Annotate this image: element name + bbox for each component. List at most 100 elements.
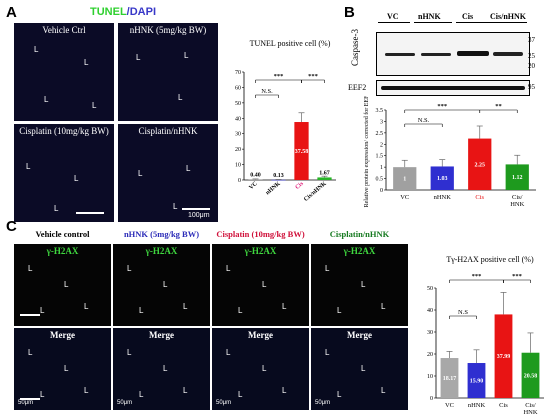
- micrograph-vehicle-ctrl: Vehicle Ctrl L L L L: [14, 23, 114, 121]
- lane-bracket: [378, 22, 410, 23]
- eef2-blot: [376, 80, 530, 96]
- stain-label: γ-H2AX: [145, 246, 178, 256]
- data-label: 20.58: [524, 373, 538, 379]
- scale-bar-label: 50μm: [315, 400, 331, 406]
- y-tick-label: 3: [380, 119, 383, 125]
- blot-band: [381, 86, 525, 90]
- y-tick-label: 10: [427, 374, 433, 380]
- lumen-mark: L: [163, 364, 168, 373]
- lumen-mark: L: [325, 348, 330, 357]
- lane-label-cis-nhnk: Cis/nHNK: [490, 12, 527, 21]
- lumen-mark: L: [183, 302, 188, 311]
- blot-band: [385, 53, 415, 56]
- bar-cis: [494, 314, 513, 398]
- lumen-mark: L: [34, 45, 39, 54]
- data-label: 2.25: [475, 162, 486, 168]
- category-label: Cis/nHNK: [303, 181, 328, 203]
- lumen-mark: L: [337, 390, 342, 399]
- lane-bracket: [414, 22, 452, 23]
- panel-label-c: C: [6, 218, 17, 235]
- lumen-mark: L: [282, 386, 287, 395]
- data-label: 37.58: [295, 149, 309, 155]
- significance-label: **: [495, 103, 502, 110]
- y-tick-label: 60: [235, 85, 241, 91]
- category-label: Cis/: [525, 402, 536, 409]
- scale-bar-label: 50μm: [117, 400, 133, 406]
- bar-cis-nhnk: [317, 177, 332, 180]
- lumen-mark: L: [163, 280, 168, 289]
- lumen-mark: L: [183, 386, 188, 395]
- category-label: Cis: [499, 402, 508, 409]
- title-separator: /: [126, 6, 130, 18]
- lumen-mark: L: [84, 386, 89, 395]
- lane-label-vc: VC: [387, 12, 399, 21]
- micrograph-caption: Vehicle Ctrl: [42, 25, 86, 35]
- y-tick-label: 40: [235, 116, 241, 122]
- category-label: VC: [248, 181, 258, 191]
- data-label: 15.90: [470, 379, 484, 385]
- lumen-mark: L: [28, 348, 33, 357]
- category-label: VC: [445, 402, 454, 409]
- chart-title: Tγ-H2AX positive cell (%): [446, 255, 534, 264]
- category-label: Cis: [295, 181, 306, 191]
- lumen-mark: L: [54, 204, 59, 213]
- lumen-mark: L: [173, 202, 178, 211]
- column-title: Cisplatin (10mg/kg BW): [216, 229, 305, 239]
- lumen-mark: L: [186, 164, 191, 173]
- y-tick-label: 50: [427, 286, 433, 292]
- micrograph-merge: Merge L L L L 50μm: [212, 328, 309, 410]
- mw-mark: 20: [528, 62, 535, 70]
- y-tick-label: 1.5: [376, 154, 384, 160]
- significance-label: N.S.: [261, 88, 273, 95]
- micrograph-nhnk: nHNK (5mg/kg BW) L L L: [118, 23, 218, 121]
- y-axis-label: Relative protein expression/ corrected f…: [363, 96, 370, 207]
- data-label: 0.13: [273, 173, 284, 179]
- scale-bar-label: 50μm: [216, 400, 232, 406]
- lumen-mark: L: [84, 302, 89, 311]
- column-title: Cisplatin/nHNK: [329, 229, 390, 239]
- data-label: 1: [403, 177, 406, 183]
- lumen-mark: L: [64, 364, 69, 373]
- micrograph-stain: γ-H2AX L L L L: [14, 244, 111, 326]
- lumen-mark: L: [40, 306, 45, 315]
- lumen-mark: L: [139, 390, 144, 399]
- lumen-mark: L: [226, 264, 231, 273]
- western-blot: VC nHNK Cis Cis/nHNK 37 25 20 95: [370, 8, 535, 96]
- data-label: 0.40: [250, 172, 261, 178]
- panel-a-title: TUNEL/DAPI: [90, 6, 156, 18]
- lumen-mark: L: [178, 93, 183, 102]
- significance-label: N.S: [458, 309, 468, 316]
- bar-nhnk: [271, 179, 286, 181]
- lumen-mark: L: [28, 264, 33, 273]
- significance-label: ***: [308, 73, 318, 80]
- lane-label-nhnk: nHNK: [418, 12, 441, 21]
- y-tick-label: 30: [235, 132, 241, 138]
- tunel-chart: TUNEL positive cell (%) 0 10 20 30 40 50 60 70 0.…: [235, 39, 336, 203]
- lumen-mark: L: [262, 364, 267, 373]
- lane-bracket: [456, 22, 492, 23]
- scale-bar-label: 50μm: [18, 400, 34, 406]
- y-tick-label: 40: [427, 308, 433, 314]
- lumen-mark: L: [127, 264, 132, 273]
- micrograph-merge: Merge L L L L 50μm: [311, 328, 408, 410]
- stain-label: γ-H2AX: [244, 246, 277, 256]
- lumen-mark: L: [184, 51, 189, 60]
- micrograph-stain: γ-H2AX L L L L: [113, 244, 210, 326]
- y-tick-label: 50: [235, 101, 241, 107]
- significance-label: ***: [472, 273, 482, 280]
- caspase3-blot: [376, 32, 530, 76]
- stain-label: γ-H2AX: [343, 246, 376, 256]
- micrograph-cisplatin-nhnk: Cisplatin/nHNK L L L 100μm: [118, 124, 218, 222]
- lumen-mark: L: [226, 348, 231, 357]
- blot-band: [421, 53, 451, 56]
- lumen-mark: L: [74, 174, 79, 183]
- chart-title: TUNEL positive cell (%): [250, 39, 331, 48]
- merge-label: Merge: [50, 330, 75, 340]
- scale-bar-label: 100μm: [188, 212, 210, 219]
- bar-nhnk: [430, 166, 454, 190]
- lumen-mark: L: [361, 364, 366, 373]
- category-label: Cis/: [512, 194, 523, 201]
- bar-vc: [440, 358, 459, 398]
- significance-label: ***: [274, 73, 284, 80]
- bar-cis: [468, 138, 492, 190]
